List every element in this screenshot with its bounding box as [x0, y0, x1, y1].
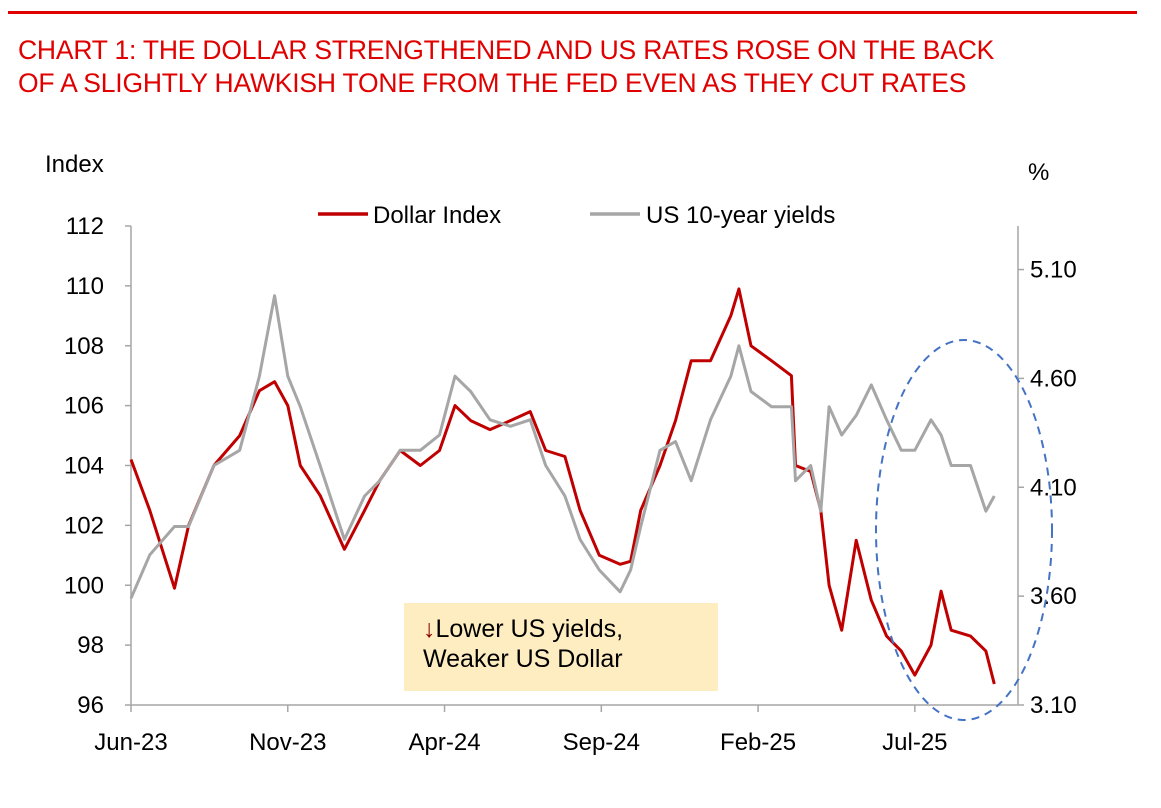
legend: Dollar Index US 10-year yields — [318, 202, 835, 229]
legend-label-yields: US 10-year yields — [646, 202, 835, 229]
left-tick-label: 100 — [64, 572, 104, 599]
right-tick-label: 3.10 — [1030, 692, 1077, 719]
right-tick-label: 3.60 — [1030, 583, 1077, 610]
series-line-us-10y-yields — [129, 294, 996, 599]
top-rule — [8, 11, 1137, 14]
left-axis-label: Index — [45, 151, 104, 178]
chart-title: CHART 1: THE DOLLAR STRENGTHENED AND US … — [18, 34, 994, 100]
left-tick-label: 106 — [64, 393, 104, 420]
down-arrow-icon: ↓ — [423, 615, 436, 643]
right-tick-label: 4.10 — [1030, 474, 1077, 501]
left-tick-label: 98 — [77, 632, 104, 659]
x-tick-label: Jun-23 — [94, 729, 167, 756]
right-tick-label: 5.10 — [1030, 257, 1077, 284]
highlight-ellipse — [875, 339, 1053, 721]
annotation-line-2: Weaker US Dollar — [423, 645, 623, 673]
chart-title-line-1: CHART 1: THE DOLLAR STRENGTHENED AND US … — [18, 35, 995, 65]
x-tick-label: Jul-25 — [882, 729, 947, 756]
left-tick-label: 102 — [64, 512, 104, 539]
left-tick-label: 104 — [64, 453, 104, 480]
left-tick-label: 96 — [77, 692, 104, 719]
annotation-box: ↓Lower US yields, Weaker US Dollar — [404, 603, 718, 691]
x-tick-label: Feb-25 — [720, 729, 796, 756]
x-tick-label: Sep-24 — [563, 729, 640, 756]
x-tick-label: Nov-23 — [249, 729, 326, 756]
series-line-dollar-index — [129, 287, 996, 685]
annotation-line-1: Lower US yields, — [435, 615, 624, 643]
right-axis-label: % — [1028, 159, 1049, 186]
left-tick-label: 110 — [66, 273, 104, 300]
left-tick-label: 108 — [64, 333, 104, 360]
chart-title-line-2: OF A SLIGHTLY HAWKISH TONE FROM THE FED … — [18, 68, 967, 98]
x-tick-label: Apr-24 — [409, 729, 481, 756]
left-tick-label: 112 — [66, 213, 104, 240]
legend-label-dollar: Dollar Index — [373, 202, 501, 229]
right-tick-label: 4.60 — [1030, 365, 1077, 392]
